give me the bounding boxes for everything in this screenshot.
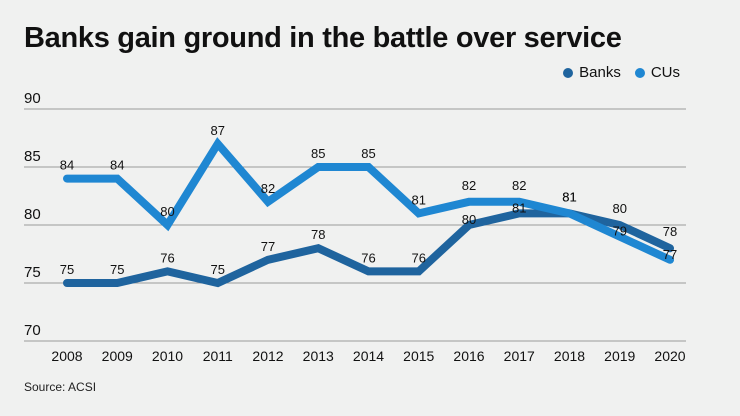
data-label-banks-2011: 75 bbox=[211, 262, 225, 277]
data-label-banks-2013: 78 bbox=[311, 227, 325, 242]
series-line-cus bbox=[63, 137, 674, 264]
data-label-banks-2010: 76 bbox=[160, 250, 174, 265]
data-label-cus-2016: 82 bbox=[462, 178, 476, 193]
data-label-cus-2018: 81 bbox=[562, 189, 576, 204]
x-tick-label-2016: 2016 bbox=[453, 348, 484, 364]
data-label-banks-2015: 76 bbox=[412, 250, 426, 265]
x-tick-label-2018: 2018 bbox=[554, 348, 585, 364]
x-tick-label-2017: 2017 bbox=[504, 348, 535, 364]
data-label-cus-2012: 82 bbox=[261, 181, 275, 196]
data-label-banks-2012: 77 bbox=[261, 239, 275, 254]
data-label-cus-2013: 85 bbox=[311, 146, 325, 161]
x-tick-label-2009: 2009 bbox=[102, 348, 133, 364]
x-tick-label-2013: 2013 bbox=[303, 348, 334, 364]
data-label-cus-2020: 77 bbox=[663, 247, 677, 262]
data-label-cus-2011: 87 bbox=[211, 123, 225, 138]
x-tick-label-2020: 2020 bbox=[654, 348, 685, 364]
legend-swatch-banks bbox=[563, 67, 574, 78]
data-label-banks-2020: 78 bbox=[663, 224, 677, 239]
data-label-banks-2019: 80 bbox=[613, 201, 627, 216]
data-label-cus-2014: 85 bbox=[361, 146, 375, 161]
x-tick-label-2014: 2014 bbox=[353, 348, 384, 364]
x-tick-label-2019: 2019 bbox=[604, 348, 635, 364]
data-label-cus-2008: 84 bbox=[60, 158, 74, 173]
chart-title: Banks gain ground in the battle over ser… bbox=[24, 22, 622, 54]
x-tick-label-2012: 2012 bbox=[252, 348, 283, 364]
y-tick-label-75: 75 bbox=[24, 264, 41, 281]
y-tick-label-90: 90 bbox=[24, 90, 41, 107]
y-tick-label-85: 85 bbox=[24, 148, 41, 165]
data-label-banks-2009: 75 bbox=[110, 262, 124, 277]
legend: Banks CUs bbox=[563, 64, 680, 81]
y-tick-label-80: 80 bbox=[24, 206, 41, 223]
legend-label-banks: Banks bbox=[579, 64, 621, 81]
data-label-banks-2008: 75 bbox=[60, 262, 74, 277]
x-tick-label-2015: 2015 bbox=[403, 348, 434, 364]
data-label-banks-2017: 81 bbox=[512, 200, 526, 215]
data-label-banks-2018: 81 bbox=[562, 189, 576, 204]
data-label-cus-2009: 84 bbox=[110, 158, 124, 173]
series-line-banks bbox=[63, 209, 674, 288]
x-tick-label-2010: 2010 bbox=[152, 348, 183, 364]
data-label-banks-2016: 80 bbox=[462, 212, 476, 227]
source-note: Source: ACSI bbox=[24, 380, 97, 394]
x-tick-label-2011: 2011 bbox=[203, 348, 233, 364]
legend-item-banks: Banks bbox=[563, 64, 621, 81]
data-label-cus-2017: 82 bbox=[512, 178, 526, 193]
data-label-banks-2014: 76 bbox=[361, 250, 375, 265]
legend-item-cus: CUs bbox=[634, 64, 680, 81]
legend-label-cus: CUs bbox=[650, 64, 680, 81]
data-label-cus-2010: 80 bbox=[160, 204, 174, 219]
data-label-cus-2019: 79 bbox=[613, 224, 627, 239]
data-label-cus-2015: 81 bbox=[412, 192, 426, 207]
x-tick-label-2008: 2008 bbox=[51, 348, 82, 364]
y-tick-label-70: 70 bbox=[24, 322, 41, 339]
legend-swatch-cus bbox=[634, 67, 645, 78]
